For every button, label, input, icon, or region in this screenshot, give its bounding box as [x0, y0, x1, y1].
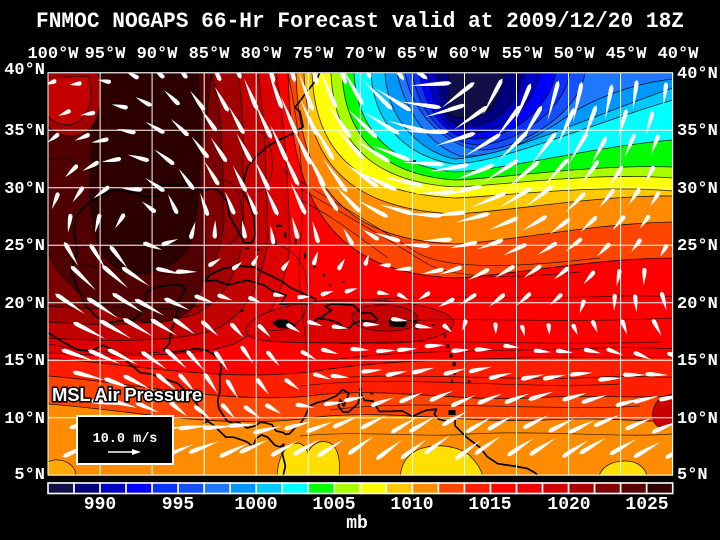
svg-text:65°W: 65°W — [397, 45, 439, 64]
svg-text:20°N: 20°N — [677, 295, 718, 314]
svg-text:10°N: 10°N — [4, 410, 45, 429]
svg-text:MSL Air Pressure: MSL Air Pressure — [52, 384, 202, 405]
svg-text:5°N: 5°N — [14, 466, 45, 485]
svg-text:30°N: 30°N — [677, 180, 718, 199]
svg-text:1005: 1005 — [312, 495, 355, 515]
svg-text:35°N: 35°N — [4, 122, 45, 141]
svg-text:995: 995 — [162, 495, 194, 515]
svg-text:1020: 1020 — [547, 495, 590, 515]
svg-text:40°N: 40°N — [677, 65, 718, 84]
svg-text:5°N: 5°N — [677, 466, 708, 485]
svg-text:50°W: 50°W — [554, 45, 596, 64]
svg-text:FNMOC NOGAPS 66-Hr Forecast va: FNMOC NOGAPS 66-Hr Forecast valid at 200… — [36, 9, 684, 34]
svg-text:45°W: 45°W — [606, 45, 648, 64]
svg-text:25°N: 25°N — [4, 237, 45, 256]
svg-text:90°W: 90°W — [137, 45, 179, 64]
svg-text:100°W: 100°W — [27, 45, 79, 64]
svg-text:15°N: 15°N — [4, 352, 45, 371]
svg-text:15°N: 15°N — [677, 352, 718, 371]
svg-text:35°N: 35°N — [677, 122, 718, 141]
svg-text:40°W: 40°W — [658, 45, 700, 64]
svg-text:990: 990 — [84, 495, 116, 515]
svg-text:85°W: 85°W — [189, 45, 231, 64]
svg-text:60°W: 60°W — [449, 45, 491, 64]
svg-text:1015: 1015 — [468, 495, 511, 515]
svg-text:80°W: 80°W — [241, 45, 283, 64]
svg-text:1000: 1000 — [234, 495, 277, 515]
svg-text:30°N: 30°N — [4, 180, 45, 199]
svg-text:10.0 m/s: 10.0 m/s — [93, 432, 158, 447]
svg-text:10°N: 10°N — [677, 410, 718, 429]
svg-text:1025: 1025 — [625, 495, 668, 515]
svg-text:mb: mb — [346, 514, 368, 534]
svg-text:95°W: 95°W — [85, 45, 127, 64]
svg-text:40°N: 40°N — [4, 61, 45, 80]
svg-text:25°N: 25°N — [677, 237, 718, 256]
svg-text:20°N: 20°N — [4, 295, 45, 314]
svg-text:55°W: 55°W — [502, 45, 544, 64]
svg-text:70°W: 70°W — [345, 45, 387, 64]
svg-text:1010: 1010 — [390, 495, 433, 515]
svg-text:75°W: 75°W — [293, 45, 335, 64]
